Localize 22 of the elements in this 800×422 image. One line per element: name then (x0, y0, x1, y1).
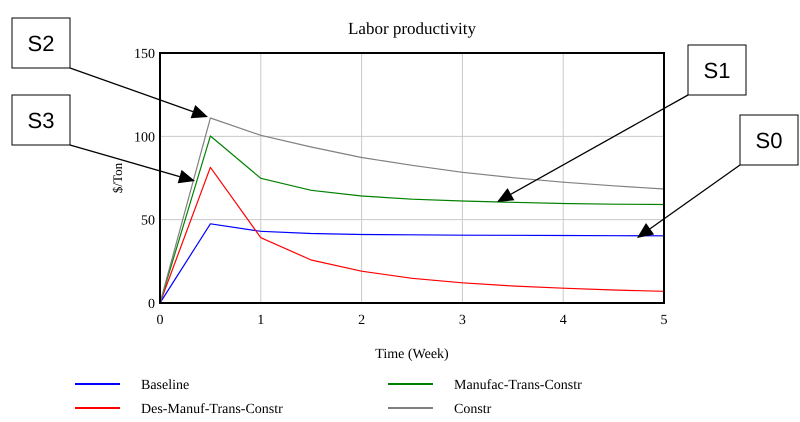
legend-label: Manufac-Trans-Constr (454, 378, 582, 393)
legend-label: Constr (454, 402, 492, 417)
x-tick-label: 4 (560, 313, 567, 328)
x-tick-label: 3 (458, 313, 466, 328)
text: S1 (704, 58, 730, 83)
text: S2 (28, 31, 54, 56)
x-tick-label: 5 (660, 313, 668, 328)
legend-label: Baseline (141, 378, 190, 393)
y-tick-label: 100 (134, 130, 155, 146)
x-axis-title: Time (Week) (375, 347, 450, 362)
legend-label: Des-Manuf-Trans-Constr (141, 402, 284, 417)
line-series (159, 223, 665, 304)
chart-title: Labor productivity (348, 19, 476, 38)
x-tick-label: 1 (257, 313, 264, 328)
x-tick-label: 2 (358, 313, 366, 328)
text: S3 (28, 108, 54, 133)
y-axis-title: $/Ton (110, 162, 125, 194)
y-tick-label: 50 (141, 214, 155, 229)
line-series (159, 166, 665, 304)
y-tick-label: 150 (134, 47, 155, 62)
y-tick-label: 0 (148, 297, 155, 312)
text: S0 (756, 128, 782, 153)
